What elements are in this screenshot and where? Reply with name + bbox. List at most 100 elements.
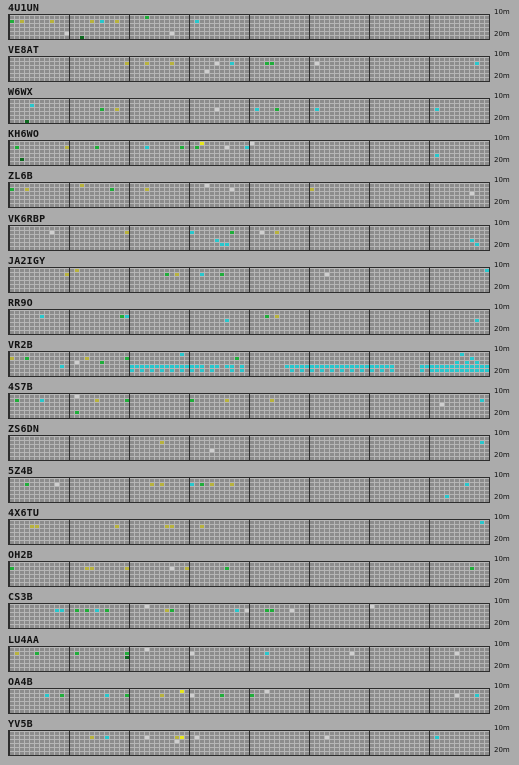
signal-marker bbox=[330, 369, 334, 372]
signal-marker bbox=[165, 609, 169, 612]
signal-marker bbox=[180, 369, 184, 372]
signal-marker bbox=[15, 146, 19, 149]
signal-marker bbox=[10, 188, 14, 191]
signal-marker bbox=[80, 184, 84, 187]
signal-marker bbox=[360, 369, 364, 372]
propagation-grid bbox=[8, 309, 490, 335]
signal-marker bbox=[170, 62, 174, 65]
signal-marker bbox=[175, 736, 179, 739]
signal-marker bbox=[90, 567, 94, 570]
signal-marker bbox=[475, 694, 479, 697]
signal-marker bbox=[315, 365, 319, 368]
signal-marker bbox=[180, 353, 184, 356]
band-label-10m: 10m bbox=[494, 513, 510, 521]
signal-marker bbox=[300, 369, 304, 372]
signal-marker bbox=[10, 357, 14, 360]
signal-marker bbox=[475, 243, 479, 246]
signal-marker bbox=[195, 20, 199, 23]
signal-marker bbox=[350, 369, 354, 372]
band-label-10m: 10m bbox=[494, 597, 510, 605]
signal-marker bbox=[25, 188, 29, 191]
band-label-20m: 20m bbox=[494, 30, 510, 38]
signal-marker bbox=[240, 369, 244, 372]
signal-marker bbox=[475, 369, 479, 372]
signal-marker bbox=[435, 736, 439, 739]
signal-marker bbox=[75, 395, 79, 398]
beacon-callsign: ZL6B bbox=[8, 171, 33, 182]
signal-marker bbox=[470, 567, 474, 570]
signal-marker bbox=[55, 609, 59, 612]
band-label-10m: 10m bbox=[494, 345, 510, 353]
signal-marker bbox=[160, 694, 164, 697]
band-label-20m: 20m bbox=[494, 283, 510, 291]
signal-marker bbox=[345, 365, 349, 368]
signal-marker bbox=[285, 365, 289, 368]
beacon-callsign: VK6RBP bbox=[8, 214, 46, 225]
signal-marker bbox=[380, 369, 384, 372]
signal-marker bbox=[210, 365, 214, 368]
propagation-grid bbox=[8, 477, 490, 503]
signal-marker bbox=[370, 369, 374, 372]
signal-marker bbox=[35, 652, 39, 655]
signal-marker bbox=[80, 36, 84, 39]
signal-marker bbox=[165, 525, 169, 528]
signal-marker bbox=[270, 609, 274, 612]
signal-marker bbox=[205, 184, 209, 187]
beacon-callsign: VE8AT bbox=[8, 45, 40, 56]
signal-marker bbox=[215, 239, 219, 242]
propagation-grid bbox=[8, 730, 490, 756]
band-label-10m: 10m bbox=[494, 640, 510, 648]
signal-marker bbox=[340, 365, 344, 368]
band-label-20m: 20m bbox=[494, 493, 510, 501]
signal-marker bbox=[200, 525, 204, 528]
signal-marker bbox=[60, 609, 64, 612]
signal-marker bbox=[225, 243, 229, 246]
signal-marker bbox=[335, 365, 339, 368]
beacon-row: RR9O 10m 20m bbox=[0, 298, 519, 341]
signal-marker bbox=[140, 369, 144, 372]
signal-marker bbox=[125, 694, 129, 697]
signal-marker bbox=[150, 369, 154, 372]
signal-marker bbox=[185, 567, 189, 570]
signal-marker bbox=[470, 239, 474, 242]
signal-marker bbox=[465, 369, 469, 372]
signal-marker bbox=[390, 369, 394, 372]
signal-marker bbox=[25, 357, 29, 360]
signal-marker bbox=[375, 365, 379, 368]
signal-marker bbox=[100, 108, 104, 111]
signal-marker bbox=[190, 652, 194, 655]
signal-marker bbox=[460, 365, 464, 368]
beacon-callsign: YV5B bbox=[8, 719, 33, 730]
signal-marker bbox=[115, 525, 119, 528]
signal-marker bbox=[190, 231, 194, 234]
beacon-callsign: W6WX bbox=[8, 87, 33, 98]
signal-marker bbox=[480, 521, 484, 524]
signal-marker bbox=[290, 609, 294, 612]
propagation-grid bbox=[8, 56, 490, 82]
signal-marker bbox=[95, 609, 99, 612]
signal-marker bbox=[460, 353, 464, 356]
signal-marker bbox=[425, 365, 429, 368]
signal-marker bbox=[470, 192, 474, 195]
signal-marker bbox=[435, 369, 439, 372]
signal-marker bbox=[265, 609, 269, 612]
signal-marker bbox=[60, 694, 64, 697]
signal-marker bbox=[245, 609, 249, 612]
signal-marker bbox=[75, 269, 79, 272]
signal-marker bbox=[210, 449, 214, 452]
signal-marker bbox=[320, 365, 324, 368]
signal-marker bbox=[465, 483, 469, 486]
signal-marker bbox=[200, 142, 204, 145]
propagation-grid bbox=[8, 435, 490, 461]
signal-marker bbox=[145, 146, 149, 149]
band-label-10m: 10m bbox=[494, 50, 510, 58]
signal-marker bbox=[455, 365, 459, 368]
signal-marker bbox=[190, 365, 194, 368]
signal-marker bbox=[325, 736, 329, 739]
signal-marker bbox=[160, 483, 164, 486]
band-label-10m: 10m bbox=[494, 261, 510, 269]
beacon-callsign: 4U1UN bbox=[8, 3, 40, 14]
signal-marker bbox=[170, 32, 174, 35]
signal-marker bbox=[15, 399, 19, 402]
signal-marker bbox=[360, 365, 364, 368]
